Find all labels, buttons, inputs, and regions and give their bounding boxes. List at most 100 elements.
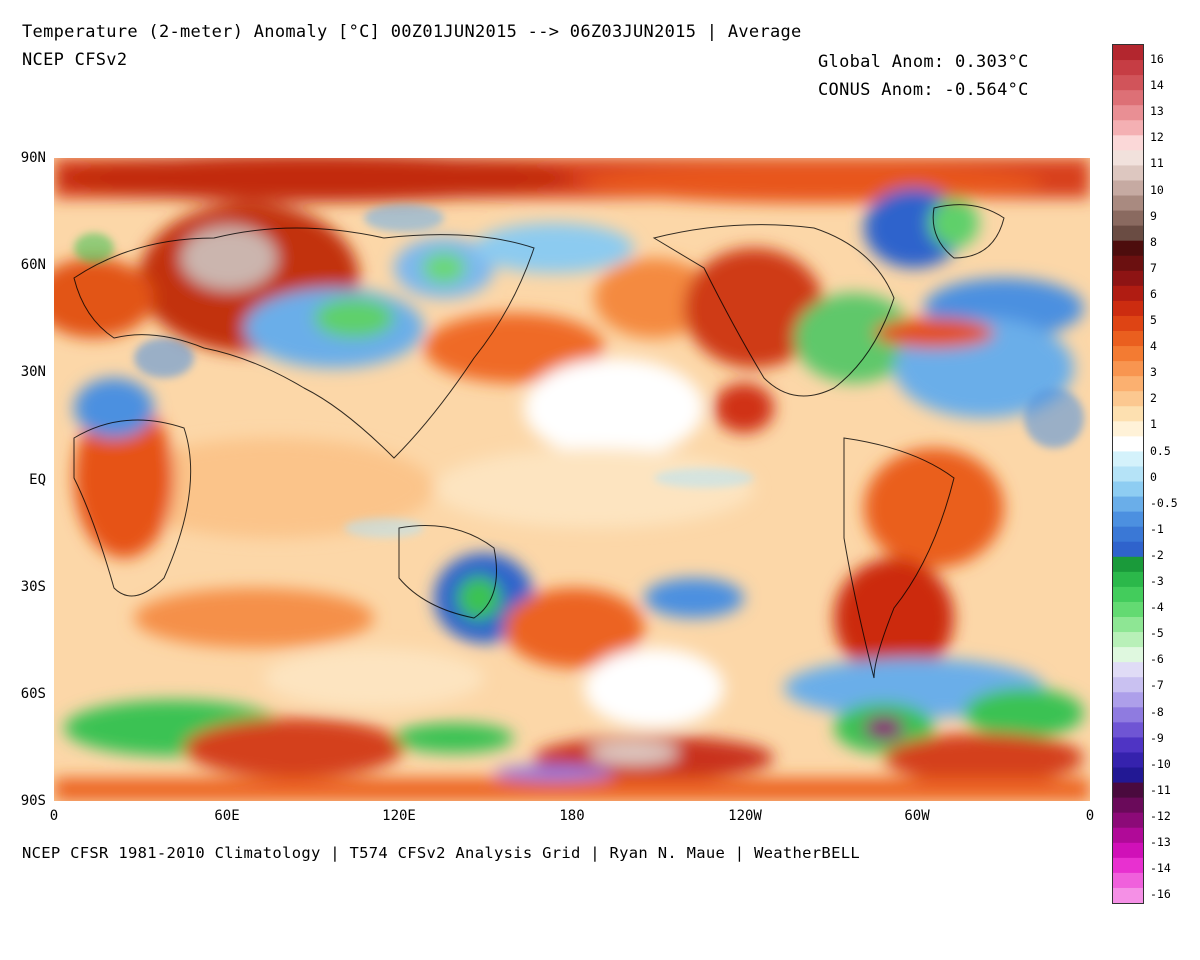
lat-label-30n: 30N	[20, 364, 46, 380]
colorbar-swatch	[1113, 857, 1143, 874]
colorbar-tick-label: -2	[1150, 547, 1164, 562]
colorbar-swatch	[1113, 647, 1143, 663]
colorbar-swatch	[1113, 511, 1143, 528]
colorbar-swatch	[1113, 617, 1143, 633]
colorbar-swatch	[1113, 135, 1143, 151]
lat-label-90s: 90S	[20, 793, 46, 809]
colorbar-swatch	[1113, 90, 1143, 106]
colorbar-swatch	[1113, 586, 1143, 603]
anomaly-detail	[74, 204, 1084, 538]
colorbar-swatch	[1113, 240, 1143, 257]
colorbar-swatch	[1113, 722, 1143, 739]
chart-title: Temperature (2-meter) Anomaly [°C] 00Z01…	[22, 22, 802, 42]
colorbar-swatch	[1113, 315, 1143, 332]
model-name: NCEP CFSv2	[22, 50, 128, 70]
colorbar-swatch	[1113, 782, 1143, 799]
colorbar-tick-label: -5	[1150, 626, 1164, 641]
colorbar-swatch	[1113, 812, 1143, 829]
conus-anomaly: CONUS Anom: -0.564°C	[818, 80, 1029, 100]
lon-label-60w: 60W	[904, 808, 930, 824]
colorbar-swatch	[1113, 120, 1143, 136]
colorbar-tick-label: -7	[1150, 678, 1164, 693]
colorbar-tick-label: -14	[1150, 861, 1171, 876]
colorbar-tick-label: 13	[1150, 104, 1164, 119]
colorbar-swatch	[1113, 195, 1143, 212]
lat-label-30s: 30S	[20, 579, 46, 595]
anomaly-map	[54, 158, 1090, 801]
colorbar-tick-label: -10	[1150, 756, 1171, 771]
colorbar-tick-label: 16	[1150, 52, 1164, 66]
colorbar-swatch	[1113, 842, 1143, 859]
colorbar-swatch	[1113, 436, 1143, 453]
colorbar-tick-label: -9	[1150, 730, 1164, 745]
colorbar-swatch	[1113, 541, 1143, 558]
colorbar-swatch	[1113, 496, 1143, 513]
lon-label-180: 180	[559, 808, 585, 824]
colorbar-tick-label: 12	[1150, 130, 1164, 145]
colorbar-swatch	[1113, 737, 1143, 754]
lon-label-120e: 120E	[382, 808, 416, 824]
lon-label-60e: 60E	[214, 808, 240, 824]
colorbar-swatch	[1113, 692, 1143, 708]
footer-credits: NCEP CFSR 1981-2010 Climatology | T574 C…	[22, 844, 860, 862]
colorbar-tick-label: 1	[1150, 417, 1157, 432]
lat-label-60s: 60S	[20, 686, 46, 702]
colorbar-tick-label: 6	[1150, 286, 1157, 301]
colorbar-tick-label: -13	[1150, 835, 1171, 849]
colorbar-swatch	[1113, 180, 1143, 197]
colorbar-tick-label: 9	[1150, 208, 1157, 223]
colorbar-swatch	[1113, 887, 1143, 903]
colorbar-swatch	[1113, 481, 1143, 498]
colorbar-swatch	[1113, 376, 1143, 392]
colorbar-swatch	[1113, 797, 1143, 814]
colorbar-swatch	[1113, 466, 1143, 483]
colorbar-swatch	[1113, 361, 1143, 377]
colorbar-tick-label: 10	[1150, 182, 1164, 197]
colorbar-swatch	[1113, 406, 1143, 422]
colorbar-swatch	[1113, 556, 1143, 573]
colorbar-swatch	[1113, 662, 1143, 678]
colorbar-tick-label: -0.5	[1150, 495, 1178, 510]
colorbar-swatch	[1113, 270, 1143, 287]
colorbar-tick-label: 3	[1150, 365, 1157, 380]
colorbar-tick-label: 5	[1150, 313, 1157, 327]
colorbar-swatch	[1113, 872, 1143, 889]
lat-label-60n: 60N	[20, 257, 46, 273]
colorbar-swatch	[1113, 60, 1143, 76]
colorbar-swatch	[1113, 601, 1143, 618]
colorbar-swatch	[1113, 105, 1143, 121]
colorbar-swatches	[1113, 45, 1143, 903]
colorbar-swatch	[1113, 526, 1143, 543]
colorbar-tick-label: -16	[1150, 887, 1171, 902]
anomaly-field	[54, 158, 1090, 801]
colorbar-swatch	[1113, 150, 1143, 167]
lat-label-90n: 90N	[20, 150, 46, 166]
colorbar-swatch	[1113, 571, 1143, 588]
lon-label-0-east: 0	[1085, 808, 1095, 824]
colorbar-swatch	[1113, 451, 1143, 468]
colorbar-swatch	[1113, 677, 1143, 693]
colorbar-tick-label: -12	[1150, 808, 1171, 823]
colorbar-swatch	[1113, 210, 1143, 227]
colorbar-swatch	[1113, 75, 1143, 91]
colorbar-tick-label: 0.5	[1150, 443, 1171, 458]
lon-label-0: 0	[49, 808, 59, 824]
colorbar-swatch	[1113, 391, 1143, 407]
colorbar-tick-label: -11	[1150, 782, 1171, 797]
lat-label-eq: EQ	[29, 472, 46, 488]
colorbar-swatch	[1113, 300, 1143, 317]
colorbar-tick-label: -6	[1150, 652, 1164, 667]
colorbar-swatch	[1113, 225, 1143, 242]
map-canvas	[54, 158, 1090, 801]
colorbar-tick-label: -3	[1150, 574, 1164, 588]
colorbar	[1112, 44, 1144, 904]
colorbar-swatch	[1113, 421, 1143, 437]
colorbar-tick-label: 14	[1150, 78, 1164, 93]
colorbar-swatch	[1113, 45, 1143, 61]
colorbar-tick-label: 11	[1150, 156, 1164, 171]
lon-label-120w: 120W	[728, 808, 762, 824]
colorbar-swatch	[1113, 752, 1143, 769]
colorbar-swatch	[1113, 165, 1143, 182]
colorbar-tick-label: -1	[1150, 521, 1164, 536]
colorbar-tick-label: 2	[1150, 391, 1157, 406]
